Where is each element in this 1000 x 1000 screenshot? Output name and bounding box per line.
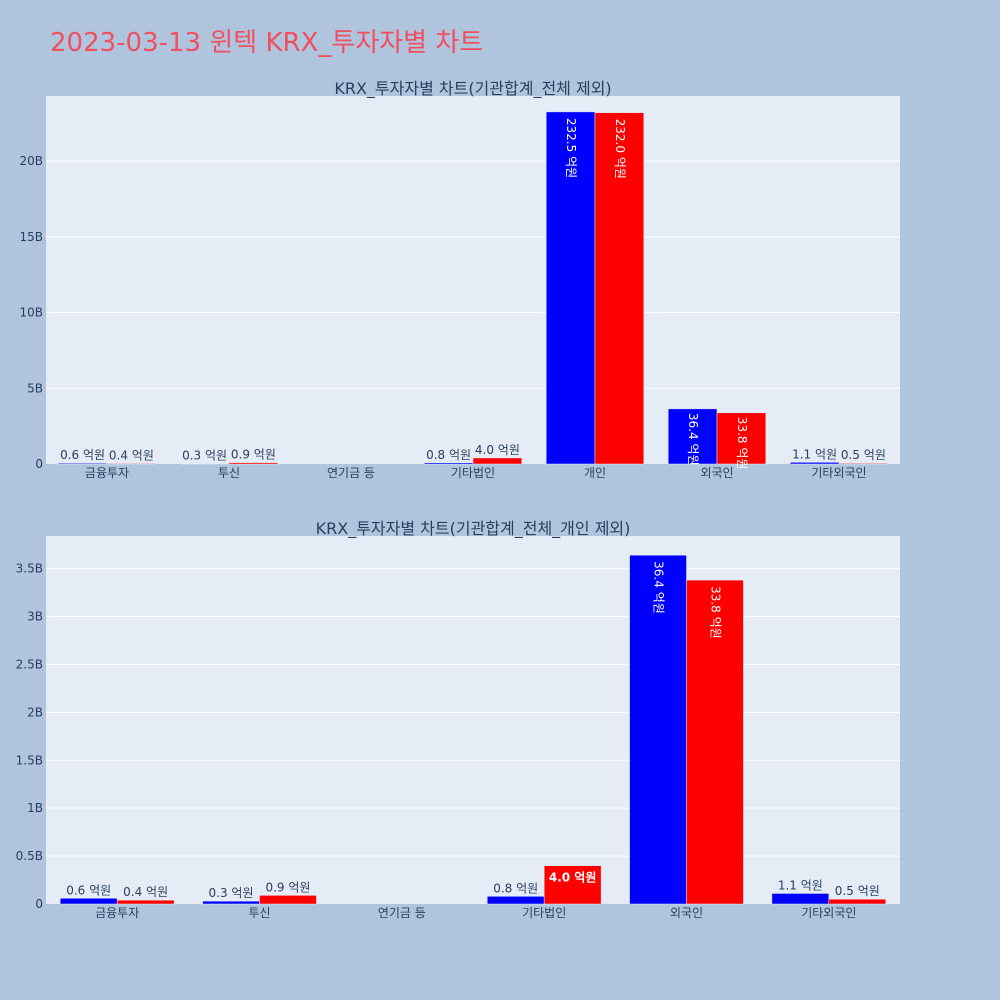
bar-data-label: 0.6 억원 xyxy=(60,448,105,462)
x-tick-label: 투신 xyxy=(248,906,270,920)
bar xyxy=(667,408,718,465)
x-tick-label: 연기금 등 xyxy=(327,466,375,480)
x-tick-label: 기타법인 xyxy=(451,466,495,480)
y-tick-label: 1.5B xyxy=(16,753,43,767)
bar-data-label: 0.5 억원 xyxy=(841,448,886,462)
x-tick-label: 금융투자 xyxy=(85,466,129,480)
y-tick-label: 3.5B xyxy=(16,562,43,576)
bar xyxy=(629,554,687,905)
bar-data-label: 0.6 억원 xyxy=(66,883,111,897)
bar xyxy=(594,112,645,465)
bar-data-label: 36.4 억원 xyxy=(686,413,700,466)
x-tick-label: 기타외국인 xyxy=(801,906,856,920)
bar-data-label: 0.8 억원 xyxy=(426,448,471,462)
bar-data-label: 1.1 억원 xyxy=(778,878,823,892)
bar xyxy=(116,899,175,905)
bar xyxy=(59,898,118,905)
y-tick-label: 10B xyxy=(19,306,43,320)
bar-data-label: 4.0 억원 xyxy=(475,443,520,457)
bar-data-label: 232.5 억원 xyxy=(564,118,578,178)
bar xyxy=(545,111,596,465)
plot-area xyxy=(46,96,900,464)
y-tick-label: 2.5B xyxy=(16,657,43,671)
bar-data-label: 36.4 억원 xyxy=(652,561,666,614)
x-tick-label: 외국인 xyxy=(670,906,703,920)
y-tick-label: 15B xyxy=(19,230,43,244)
bar-data-label: 0.3 억원 xyxy=(209,886,254,900)
bar xyxy=(106,463,157,465)
bar xyxy=(828,898,887,905)
x-tick-label: 기타외국인 xyxy=(811,466,866,480)
x-tick-label: 금융투자 xyxy=(95,906,139,920)
bar-data-label: 0.3 억원 xyxy=(182,449,227,463)
bar-data-label: 232.0 억원 xyxy=(613,119,627,179)
chart-title: KRX_투자자별 차트(기관합계_전체 제외) xyxy=(334,79,611,99)
bar xyxy=(771,893,830,905)
bar xyxy=(259,895,317,905)
bar xyxy=(486,896,545,905)
x-tick-label: 연기금 등 xyxy=(378,906,426,920)
x-tick-label: 외국인 xyxy=(700,466,733,480)
bar xyxy=(423,462,474,465)
bar-data-label: 0.4 억원 xyxy=(123,885,168,899)
plot-area xyxy=(46,536,900,904)
y-tick-label: 5B xyxy=(27,381,43,395)
bar-data-label: 0.9 억원 xyxy=(231,448,276,462)
bar xyxy=(716,412,767,465)
y-tick-label: 3B xyxy=(27,610,43,624)
y-tick-label: 1B xyxy=(27,801,43,815)
bar-data-label: 4.0 억원 xyxy=(549,871,597,885)
bar xyxy=(472,457,523,465)
bar-data-label: 0.5 억원 xyxy=(835,884,880,898)
bar xyxy=(57,462,108,465)
chart-excluding-institutions-and-individuals: KRX_투자자별 차트(기관합계_전체_개인 제외) 0 0.5B 1B 1.5B 2B 2… xyxy=(16,519,900,920)
bar xyxy=(202,900,260,905)
y-tick-label: 0 xyxy=(35,897,43,911)
bar-data-label: 33.8 억원 xyxy=(708,586,722,639)
bar xyxy=(543,865,602,905)
bar-data-label: 0.8 억원 xyxy=(493,881,538,895)
bar xyxy=(789,462,840,465)
x-tick-label: 기타법인 xyxy=(522,906,566,920)
x-tick-label: 개인 xyxy=(584,466,606,480)
x-tick-label: 투신 xyxy=(218,466,240,480)
chart-title: KRX_투자자별 차트(기관합계_전체_개인 제외) xyxy=(316,519,631,539)
page-title: 2023-03-13 윈텍 KRX_투자자별 차트 xyxy=(50,28,484,58)
y-tick-label: 0 xyxy=(35,457,43,471)
y-tick-label: 2B xyxy=(27,705,43,719)
y-tick-label: 20B xyxy=(19,154,43,168)
y-tick-label: 0.5B xyxy=(16,849,43,863)
bar-data-label: 0.9 억원 xyxy=(265,880,310,894)
bar xyxy=(838,462,889,465)
bar-data-label: 0.4 억원 xyxy=(109,448,154,462)
bar xyxy=(686,579,744,905)
chart-excluding-institutions: KRX_투자자별 차트(기관합계_전체 제외) 0 5B 10B 15B 20B 금융투자 0… xyxy=(19,79,900,480)
bar-data-label: 33.8 억원 xyxy=(735,417,749,470)
bar xyxy=(228,462,279,465)
bar-data-label: 1.1 억원 xyxy=(792,447,837,461)
